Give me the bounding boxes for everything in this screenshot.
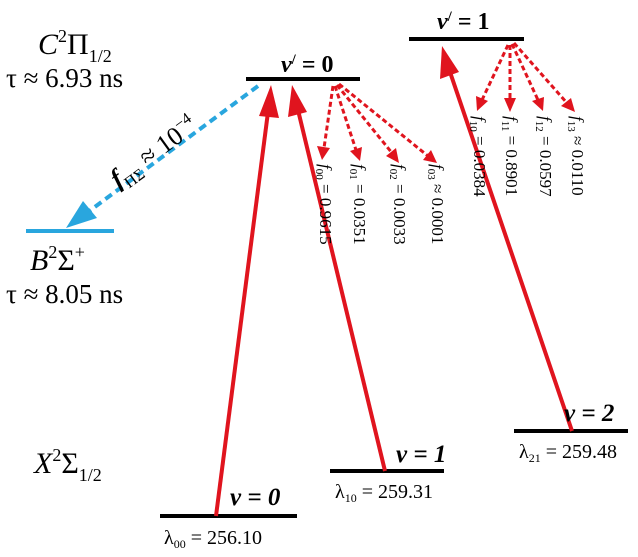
fc-label-03: f03 ≈ 0.0001	[425, 164, 447, 244]
pump-arrow-v0-v0	[214, 85, 279, 517]
fc-labels-v0: f00 = 0.9615 f01 = 0.0351 f02 = 0.0033 f…	[313, 164, 447, 245]
leak-arrow-c-to-b	[66, 84, 260, 228]
label-x-v2: v = 2	[564, 400, 614, 427]
fc-labels-v1: f10 = 0.0384 f11 = 0.8901 f12 = 0.0597 f…	[467, 116, 587, 197]
wavelength-21: λ21 = 259.48	[519, 441, 617, 465]
state-label-b: B2Σ+	[30, 242, 85, 277]
fc-label-12: f12 = 0.0597	[533, 116, 555, 197]
fc-label-10: f10 = 0.0384	[467, 116, 489, 197]
lifetime-c: τ ≈ 6.93 ns	[6, 63, 123, 93]
label-x-v1: v = 1	[396, 441, 446, 468]
pump-arrow-v2-v1	[440, 46, 574, 432]
fc-label-13: f13 ≈ 0.0110	[565, 116, 587, 196]
decay-arrows-v1	[476, 42, 575, 112]
wavelength-10: λ10 = 259.31	[335, 481, 433, 505]
decay-arrows-v0	[317, 82, 437, 163]
fc-label-00: f00 = 0.9615	[313, 164, 335, 245]
state-label-c: C2Π1/2	[38, 26, 112, 66]
pump-arrow-v1-v0	[288, 85, 387, 472]
leak-branching-label: fΠΣ ≈ 10−4	[104, 110, 205, 197]
label-c-v0: v/ = 0	[281, 52, 334, 78]
state-label-x: X2Σ1/2	[33, 445, 102, 485]
lifetime-b: τ ≈ 8.05 ns	[6, 279, 123, 309]
label-x-v0: v = 0	[230, 484, 281, 511]
fc-label-01: f01 = 0.0351	[347, 164, 369, 245]
fc-label-02: f02 = 0.0033	[387, 164, 409, 245]
fc-label-11: f11 = 0.8901	[499, 116, 521, 196]
label-c-v1: v/ = 1	[437, 9, 490, 35]
wavelength-00: λ00 = 256.10	[164, 527, 262, 551]
